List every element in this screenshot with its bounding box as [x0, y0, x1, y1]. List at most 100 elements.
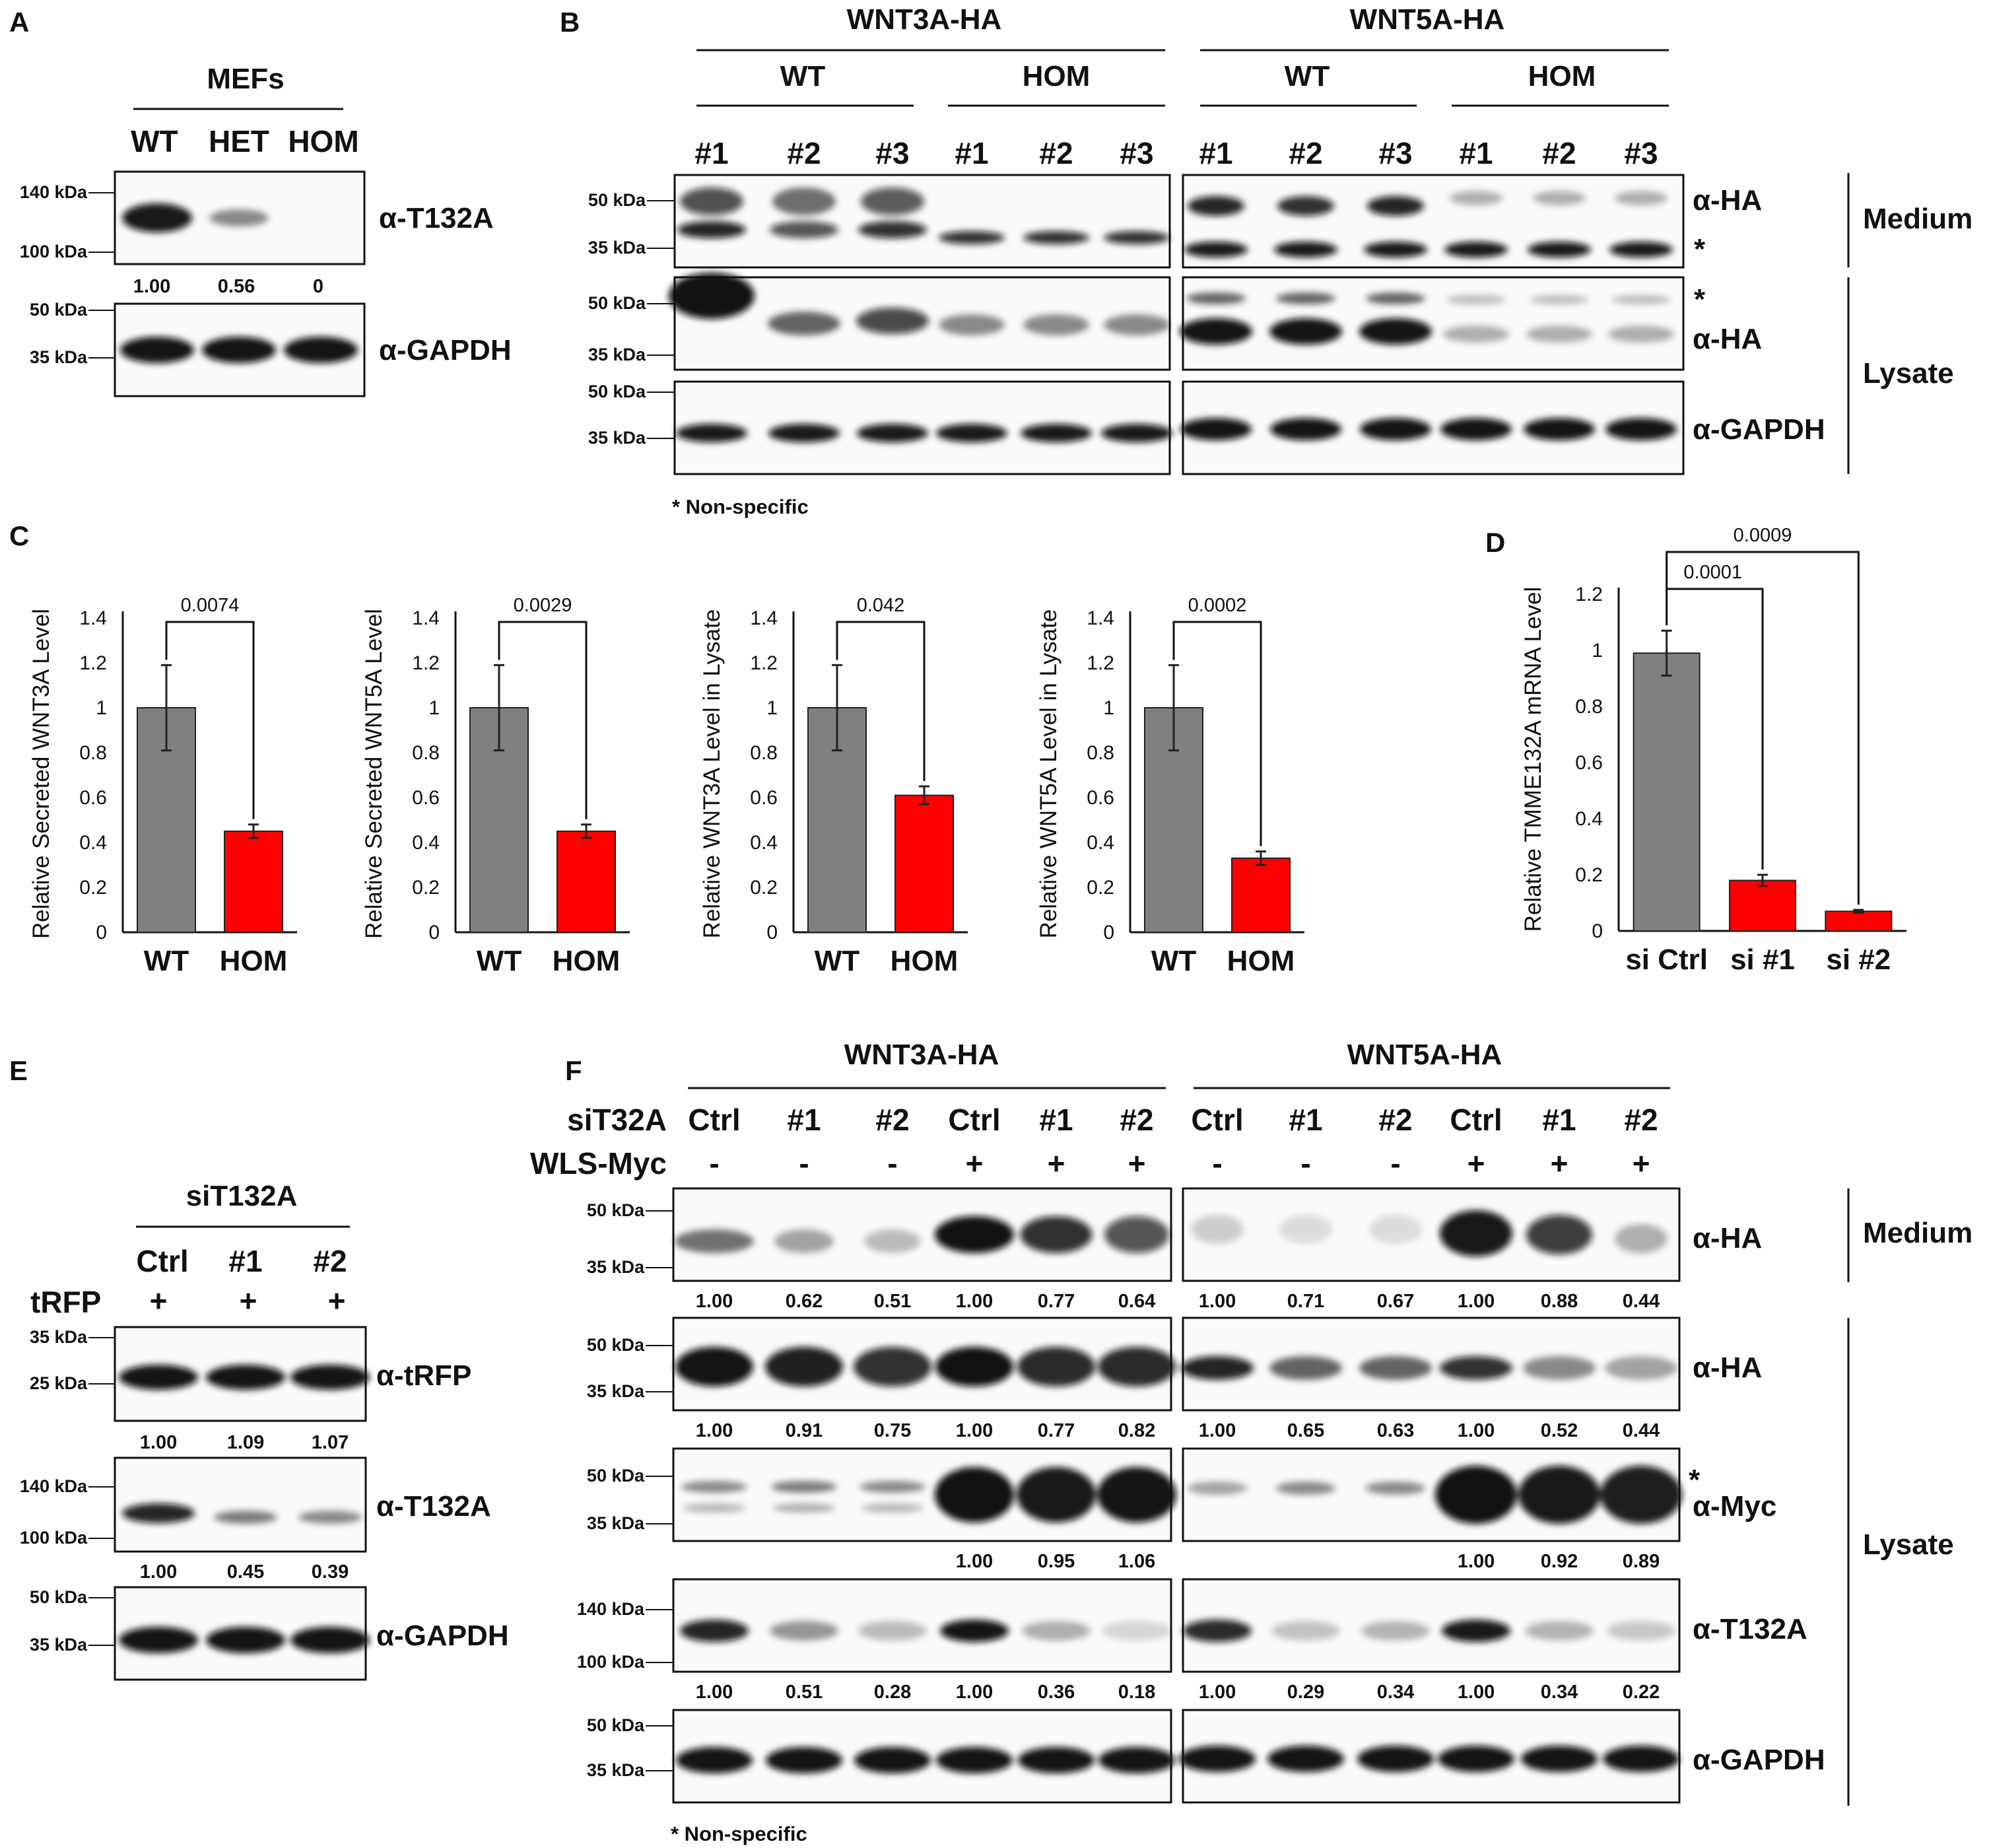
- y-axis-label: Relative WNT3A Level in Lysate: [699, 609, 725, 939]
- blot-b-lysate-3a: [669, 273, 1171, 371]
- western-band: [1524, 418, 1595, 440]
- e-lane-ctrl: Ctrl: [136, 1244, 188, 1278]
- panel-label-d: D: [1485, 527, 1505, 558]
- significance-bracket: [1666, 551, 1860, 905]
- b-ab-gapdh: α-GAPDH: [1693, 413, 1825, 446]
- f-wls-sign: -: [709, 1146, 719, 1181]
- svg-text:35 kDa: 35 kDa: [588, 345, 646, 364]
- kda-marker: 140 kDa: [20, 182, 115, 202]
- e-quant: 1.00: [140, 1561, 177, 1583]
- f-si-label: Ctrl: [948, 1103, 1000, 1137]
- svg-text:35 kDa: 35 kDa: [30, 1635, 88, 1655]
- f-ab-ha-medium: α-HA: [1693, 1222, 1762, 1254]
- quant-value: 0.64: [1118, 1291, 1155, 1312]
- blot-b-gapdh-5a: [1180, 380, 1685, 475]
- y-tick-label: 1.2: [1575, 584, 1603, 605]
- blot-e-t132a: [114, 1456, 367, 1553]
- svg-text:35 kDa: 35 kDa: [588, 238, 646, 257]
- f-ab-myc: α-Myc: [1693, 1490, 1776, 1523]
- b-lane-label: #1: [955, 136, 988, 170]
- quant-value: 0.34: [1377, 1682, 1414, 1703]
- western-band: [1518, 1466, 1600, 1524]
- e-ab-gapdh: α-GAPDH: [376, 1620, 509, 1652]
- western-band: [1098, 1347, 1176, 1386]
- western-band: [1023, 231, 1089, 244]
- western-band: [1270, 418, 1341, 440]
- a-lane-het: HET: [209, 124, 269, 158]
- a-ab-t132a: α-T132A: [379, 202, 494, 234]
- bar: [1633, 652, 1701, 932]
- blot-e-trfp: [114, 1326, 370, 1422]
- b-label-lysate: Lysate: [1863, 357, 1954, 390]
- western-band: [1277, 196, 1334, 216]
- b-label-medium: Medium: [1863, 203, 1972, 235]
- western-band: [669, 273, 755, 319]
- western-band: [1017, 1347, 1095, 1386]
- y-tick-label: 0: [1103, 922, 1114, 943]
- b-ab-ha-medium: α-HA: [1693, 184, 1762, 217]
- svg-text:35 kDa: 35 kDa: [587, 1381, 645, 1401]
- bar-chart: 0 0.2 0.4 0.6 0.8 1 1.2 1.4 Relative WNT3A Level…: [699, 595, 968, 977]
- f-header-wnt3a: WNT3A-HA: [844, 1039, 999, 1071]
- e-plus: +: [240, 1283, 257, 1318]
- b-lane-label: #3: [875, 136, 909, 170]
- x-category-label: si Ctrl: [1625, 943, 1708, 976]
- bar: [1231, 857, 1291, 934]
- quant-value: 0.67: [1377, 1291, 1414, 1312]
- kda-marker: 50 kDa: [30, 300, 115, 320]
- svg-text:35 kDa: 35 kDa: [587, 1760, 645, 1780]
- y-tick-label: 0.2: [1575, 864, 1603, 886]
- bar-chart: 0 0.2 0.4 0.6 0.8 1 1.2 1.4 Relative WNT5A Level…: [1036, 595, 1304, 977]
- blot-a-gapdh: [114, 302, 366, 397]
- western-band: [1442, 1620, 1510, 1642]
- svg-text:35 kDa: 35 kDa: [587, 1513, 645, 1533]
- bar-chart: 0 0.2 0.4 0.6 0.8 1 1.2 Relative TMME132A mRNA …: [1520, 525, 1906, 976]
- western-band: [768, 424, 840, 442]
- western-band: [680, 1620, 749, 1642]
- y-axis-label: Relative WNT5A Level in Lysate: [1036, 609, 1062, 939]
- western-band: [1521, 1746, 1598, 1772]
- kda-marker: 35 kDa: [588, 238, 675, 257]
- quant-value: 0.65: [1287, 1420, 1324, 1441]
- western-band: [1364, 242, 1427, 257]
- e-lane-2: #2: [313, 1244, 347, 1278]
- x-category-label: WT: [1151, 945, 1197, 977]
- y-tick-label: 1: [1592, 640, 1603, 662]
- western-band: [939, 231, 1005, 244]
- western-band: [1440, 1210, 1512, 1256]
- western-band: [858, 1621, 927, 1641]
- x-category-label: WT: [144, 945, 189, 977]
- quant-value: 0.82: [1118, 1420, 1155, 1441]
- western-band: [935, 1216, 1014, 1253]
- quant-value: 0.95: [1038, 1551, 1075, 1572]
- significance-bracket: [1172, 621, 1262, 846]
- panel-label-f: F: [565, 1055, 582, 1086]
- western-band: [1274, 242, 1337, 257]
- quant-value: 0.28: [874, 1682, 911, 1703]
- quant-value: 0.88: [1541, 1291, 1578, 1312]
- p-value-label: 0.0001: [1683, 562, 1742, 583]
- svg-text:140 kDa: 140 kDa: [20, 182, 88, 202]
- f-row-wls: WLS-Myc: [530, 1146, 667, 1181]
- x-category-label: HOM: [891, 945, 959, 977]
- kda-marker: 35 kDa: [587, 1760, 673, 1780]
- western-band: [861, 188, 924, 215]
- y-tick-label: 1.2: [412, 652, 440, 674]
- b-sub-wt: WT: [1285, 60, 1330, 92]
- panel-label-c: C: [9, 520, 29, 551]
- e-group-label: siT132A: [186, 1180, 298, 1212]
- y-tick-label: 1: [766, 697, 778, 719]
- western-band: [1366, 1482, 1425, 1495]
- y-tick-label: 1.2: [750, 652, 778, 674]
- western-band: [1611, 295, 1671, 304]
- western-band: [1267, 1746, 1344, 1772]
- western-band: [936, 424, 1007, 442]
- y-tick-label: 0.2: [1087, 877, 1114, 899]
- quant-value: 0.75: [874, 1420, 911, 1441]
- quant-value: 0.91: [786, 1420, 823, 1441]
- f-ab-ha-lysate: α-HA: [1693, 1352, 1762, 1384]
- a-quant-2: 0.56: [218, 276, 255, 297]
- p-value-label: 0.0009: [1734, 525, 1792, 546]
- western-band: [122, 203, 192, 232]
